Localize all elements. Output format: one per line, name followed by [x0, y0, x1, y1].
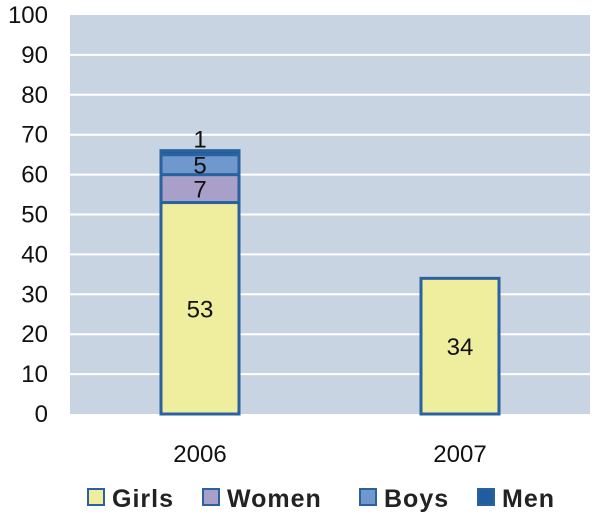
data-label: 7	[193, 177, 206, 204]
y-tick-label: 100	[8, 2, 48, 29]
legend-label: Girls	[112, 485, 174, 513]
men-bar-segment	[159, 149, 241, 157]
y-tick-label: 70	[21, 122, 48, 149]
data-label: 5	[193, 153, 206, 180]
legend-item-women: Women	[202, 485, 322, 513]
y-axis-ticks: 0 10 20 30 40 50 60 70 80 90 100	[8, 2, 48, 428]
y-tick-label: 0	[35, 401, 48, 428]
legend-swatch	[202, 488, 220, 506]
legend-item-girls: Girls	[87, 485, 174, 513]
girls-bar-segment	[419, 276, 501, 416]
legend-swatch	[477, 488, 495, 506]
x-tick-label: 2007	[433, 441, 486, 468]
y-tick-label: 50	[21, 202, 48, 229]
x-tick-label: 2006	[173, 441, 226, 468]
girls-bar-segment	[159, 201, 241, 416]
y-tick-label: 20	[21, 321, 48, 348]
y-tick-label: 60	[21, 162, 48, 189]
y-tick-label: 90	[21, 42, 48, 69]
legend-swatch	[359, 488, 377, 506]
legend-label: Women	[227, 485, 322, 513]
gridlines	[70, 53, 590, 376]
y-tick-label: 10	[21, 361, 48, 388]
data-label: 53	[187, 296, 214, 323]
legend-label: Boys	[384, 485, 449, 513]
legend-item-boys: Boys	[359, 485, 449, 513]
y-tick-label: 80	[21, 82, 48, 109]
legend-label: Men	[502, 485, 555, 513]
legend: Girls Women Boys Men	[87, 485, 555, 513]
bars	[159, 149, 501, 416]
legend-swatch	[87, 488, 105, 506]
x-axis-ticks: 2006 2007	[173, 441, 486, 468]
y-tick-label: 30	[21, 281, 48, 308]
legend-item-men: Men	[477, 485, 555, 513]
data-labels: 53 751 34	[187, 127, 474, 362]
y-tick-label: 40	[21, 241, 48, 268]
data-label: 1	[193, 127, 206, 154]
data-label: 34	[447, 334, 474, 361]
